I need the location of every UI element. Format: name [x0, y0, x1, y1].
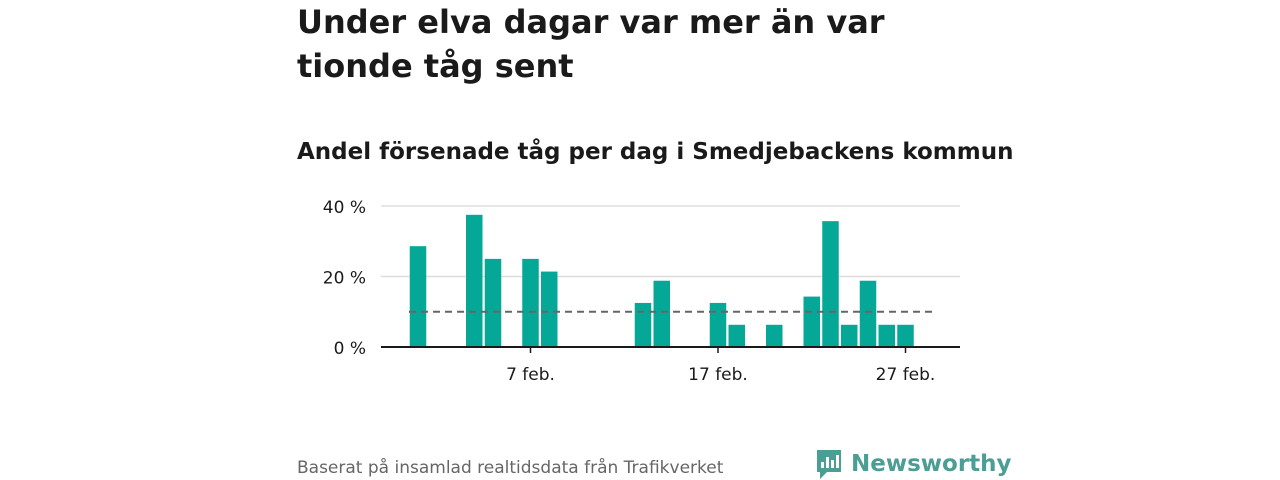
- bar-chart: 0 % 20 % 40 % 7 feb. 17 feb. 27 feb.: [323, 198, 960, 385]
- y-tick-label: 0 %: [334, 339, 366, 359]
- bar: [897, 324, 914, 347]
- bar: [522, 258, 539, 347]
- bar: [466, 214, 483, 347]
- chart-title: Under elva dagar var mer än var tionde t…: [297, 3, 885, 85]
- y-tick-label: 40 %: [323, 198, 366, 218]
- x-tick-label: 17 feb.: [688, 365, 748, 385]
- bars: [409, 214, 914, 347]
- bar: [728, 324, 745, 347]
- bar: [859, 280, 877, 347]
- bar: [653, 280, 670, 347]
- newsworthy-logo-icon: [817, 450, 841, 479]
- chart-subtitle: Andel försenade tåg per dag i Smedjeback…: [297, 139, 1014, 165]
- bar: [841, 324, 858, 347]
- bar: [803, 296, 820, 347]
- source-note: Baserat på insamlad realtidsdata från Tr…: [297, 458, 724, 478]
- bar: [709, 302, 727, 347]
- bar: [878, 324, 895, 347]
- x-tick-label: 7 feb.: [506, 365, 555, 385]
- bar: [541, 271, 558, 347]
- newsworthy-logo-text: Newsworthy: [851, 451, 1012, 477]
- axes: 0 % 20 % 40 % 7 feb. 17 feb. 27 feb.: [323, 198, 960, 385]
- y-tick-label: 20 %: [323, 269, 366, 289]
- bar: [409, 246, 427, 347]
- bar: [822, 221, 839, 347]
- x-tick-label: 27 feb.: [876, 365, 936, 385]
- bar: [634, 302, 652, 347]
- bar: [484, 258, 502, 347]
- bar: [766, 324, 783, 347]
- newsworthy-logo: Newsworthy: [815, 448, 1012, 480]
